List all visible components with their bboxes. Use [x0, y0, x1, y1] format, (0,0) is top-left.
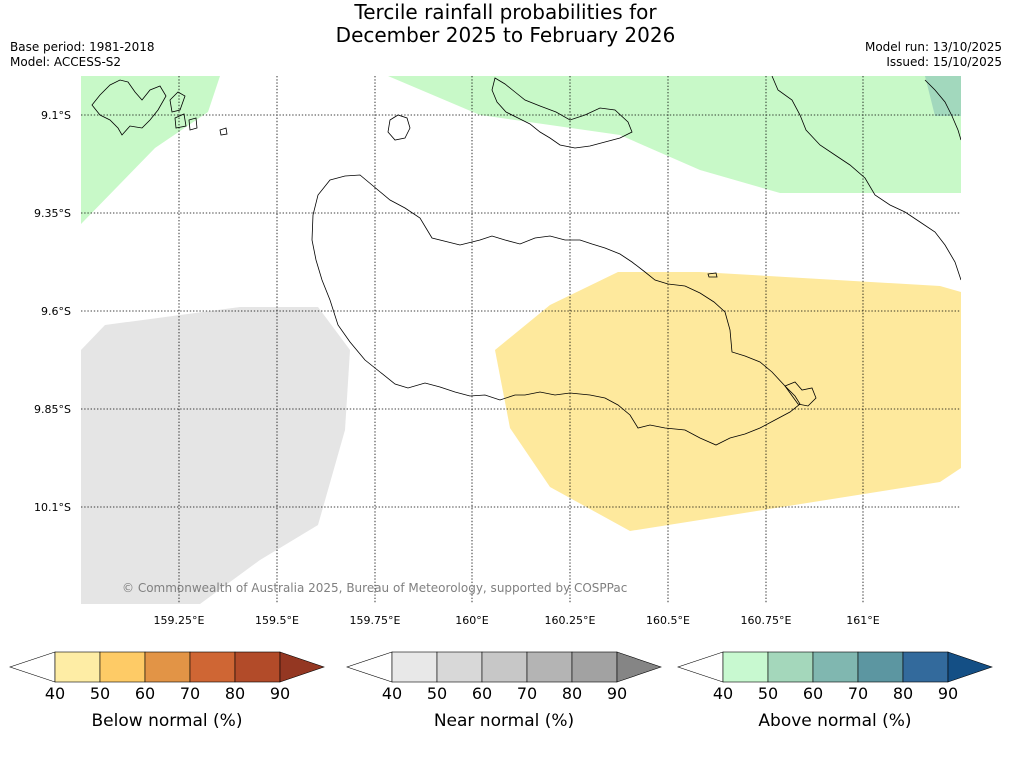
colorbar-label: Above normal (%) — [758, 711, 911, 731]
coastline-northeast-islands — [491, 77, 633, 149]
above-normal-zone-northwest — [81, 76, 220, 224]
lon-label: 159.75°E — [350, 614, 401, 627]
coastline — [91, 76, 961, 446]
colorbar-tick: 40 — [45, 684, 65, 703]
colorbar-tick: 70 — [848, 684, 868, 703]
colorbar-near-normal: 40 50 60 70 80 90 Near normal (%) — [346, 651, 662, 731]
map-title-line-1: Tercile rainfall probabilities for — [354, 0, 657, 24]
colorbar-swatch — [9, 651, 56, 683]
lat-label: 10.1°S — [34, 501, 71, 514]
colorbar-tick: 80 — [893, 684, 913, 703]
colorbar-tick: 80 — [562, 684, 582, 703]
issued-text: Issued: 15/10/2025 — [886, 55, 1002, 69]
colorbar-tick: 50 — [90, 684, 110, 703]
colorbar-swatch — [767, 651, 814, 683]
colorbar-tick: 40 — [382, 684, 402, 703]
model-run-text: Model run: 13/10/2025 — [864, 40, 1002, 54]
colorbar-swatch — [616, 651, 662, 683]
colorbar-label: Below normal (%) — [92, 711, 243, 731]
lat-label: 9.1°S — [41, 109, 71, 122]
above-normal-zone-darker — [925, 76, 961, 116]
above-normal-zone-northeast — [388, 76, 961, 193]
base-period-text: Base period: 1981-2018 — [10, 40, 155, 54]
below-normal-zone — [495, 272, 961, 531]
coastline-main-island — [311, 174, 801, 446]
coastline-far-east-islands — [924, 79, 961, 141]
colorbar-tick: 90 — [938, 684, 958, 703]
coastline-round-island — [387, 114, 411, 141]
colorbar-swatch — [902, 651, 949, 683]
colorbar-label: Near normal (%) — [434, 711, 574, 731]
lon-label: 160.5°E — [646, 614, 690, 627]
copyright-text: © Commonwealth of Australia 2025, Bureau… — [122, 581, 627, 595]
colorbar-tick: 90 — [270, 684, 290, 703]
colorbar-swatch — [722, 651, 769, 683]
coastline-small-islet — [707, 272, 718, 278]
lon-label: 159.25°E — [154, 614, 205, 627]
map-title-line-2: December 2025 to February 2026 — [335, 23, 676, 47]
colorbar-swatch — [812, 651, 859, 683]
lon-label: 160.25°E — [545, 614, 596, 627]
colorbar-swatch — [526, 651, 573, 683]
colorbar-swatch — [234, 651, 281, 683]
colorbar-swatch — [99, 651, 146, 683]
lat-label: 9.85°S — [34, 403, 71, 416]
colorbar-swatch — [436, 651, 483, 683]
colorbar-tick: 60 — [472, 684, 492, 703]
lat-label: 9.6°S — [41, 305, 71, 318]
lon-label: 159.5°E — [255, 614, 299, 627]
colorbar-tick: 50 — [758, 684, 778, 703]
colorbar-swatch — [279, 651, 325, 683]
colorbar-tick: 70 — [180, 684, 200, 703]
colorbar-swatch — [391, 651, 438, 683]
colorbar-swatch — [346, 651, 393, 683]
colorbar-swatch — [144, 651, 191, 683]
lon-label: 161°E — [846, 614, 879, 627]
colorbar-tick: 80 — [225, 684, 245, 703]
colorbar-tick: 60 — [135, 684, 155, 703]
colorbar-below-normal: 40 50 60 70 80 90 Below normal (%) — [9, 651, 325, 731]
coastline-east-islet — [784, 381, 817, 407]
lat-labels: 9.1°S 9.35°S 9.6°S 9.85°S 10.1°S — [34, 109, 71, 514]
colorbar-tick: 90 — [607, 684, 627, 703]
colorbar-swatch — [54, 651, 101, 683]
colorbar-tick: 50 — [427, 684, 447, 703]
lon-label: 160.75°E — [741, 614, 792, 627]
colorbar-swatch — [677, 651, 724, 683]
model-text: Model: ACCESS-S2 — [10, 55, 122, 69]
colorbar-tick: 60 — [803, 684, 823, 703]
colorbar-swatch — [189, 651, 236, 683]
near-normal-zone — [81, 307, 350, 604]
colorbar-swatch — [481, 651, 528, 683]
colorbar-swatch — [571, 651, 618, 683]
map-panel: © Commonwealth of Australia 2025, Bureau… — [81, 76, 961, 604]
colorbar-tick: 70 — [517, 684, 537, 703]
coastline-northwest-islands — [91, 79, 228, 136]
colorbar-tick: 40 — [713, 684, 733, 703]
lat-label: 9.35°S — [34, 207, 71, 220]
colorbar-swatch — [947, 651, 993, 683]
colorbar-above-normal: 40 50 60 70 80 90 Above normal (%) — [677, 651, 993, 731]
lon-label: 160°E — [455, 614, 488, 627]
lon-labels: 159.25°E 159.5°E 159.75°E 160°E 160.25°E… — [154, 614, 880, 627]
coastline-east-mainland — [771, 76, 961, 281]
graticule — [81, 76, 961, 604]
colorbar-swatch — [857, 651, 904, 683]
